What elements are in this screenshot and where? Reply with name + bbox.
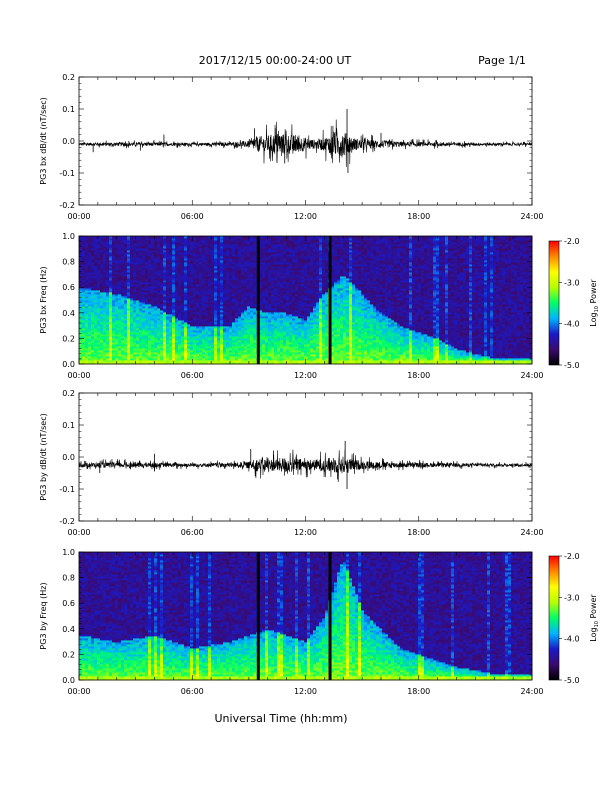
y-tick-label: -0.1: [59, 169, 75, 178]
x-tick-label: 06:00: [181, 212, 204, 221]
signal-trace: [79, 120, 532, 167]
x-tick-label: 00:00: [67, 212, 90, 221]
y-axis-label: PG3 bx dB/dt (nT/sec): [39, 97, 48, 184]
y-tick-label: 0.0: [62, 137, 75, 146]
bx-spectrogram-panel: 1.00.80.60.40.20.0 00:00 06:00 12:00 18:00 2…: [39, 232, 544, 380]
figure-title: 2017/12/15 00:00-24:00 UT: [199, 54, 352, 67]
page-label: Page 1/1: [478, 54, 526, 67]
bx-timeseries-panel: 0.2 0.1 0.0 -0.1 -0.2 00:00 06:00 12:00 18:00 24…: [39, 73, 544, 221]
x-tick-label: 12:00: [294, 212, 317, 221]
y-tick-label: 0.1: [62, 105, 75, 114]
x-tick-label: 24:00: [520, 212, 543, 221]
y-tick-label: -0.2: [59, 201, 75, 210]
x-tick-label: 18:00: [407, 212, 430, 221]
y-tick-label: 0.2: [62, 73, 75, 82]
